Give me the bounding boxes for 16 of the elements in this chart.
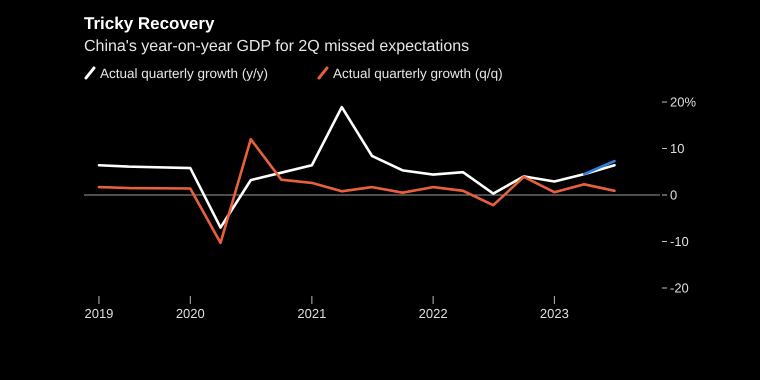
y-tick-label: 10	[670, 141, 684, 156]
line-series	[98, 106, 616, 229]
x-tick-label: 2021	[297, 306, 326, 322]
x-tick-label: 2019	[84, 306, 114, 322]
x-tick-label: 2022	[418, 306, 448, 322]
y-tick-label: -20	[670, 280, 689, 296]
line-series	[98, 138, 616, 244]
chart-title: Tricky Recovery	[84, 14, 215, 33]
y-tick-label: -10	[670, 234, 689, 250]
x-tick-label: 2023	[540, 306, 569, 322]
y-tick-label: 0	[670, 188, 678, 203]
x-tick-label: 2020	[176, 306, 205, 322]
legend-label: Actual quarterly growth (y/y)	[100, 66, 268, 81]
y-tick-label: 20%	[670, 94, 696, 110]
legend-label: Actual quarterly growth (q/q)	[333, 66, 503, 81]
chart-subtitle: China's year-on-year GDP for 2Q missed expectations	[84, 38, 470, 55]
